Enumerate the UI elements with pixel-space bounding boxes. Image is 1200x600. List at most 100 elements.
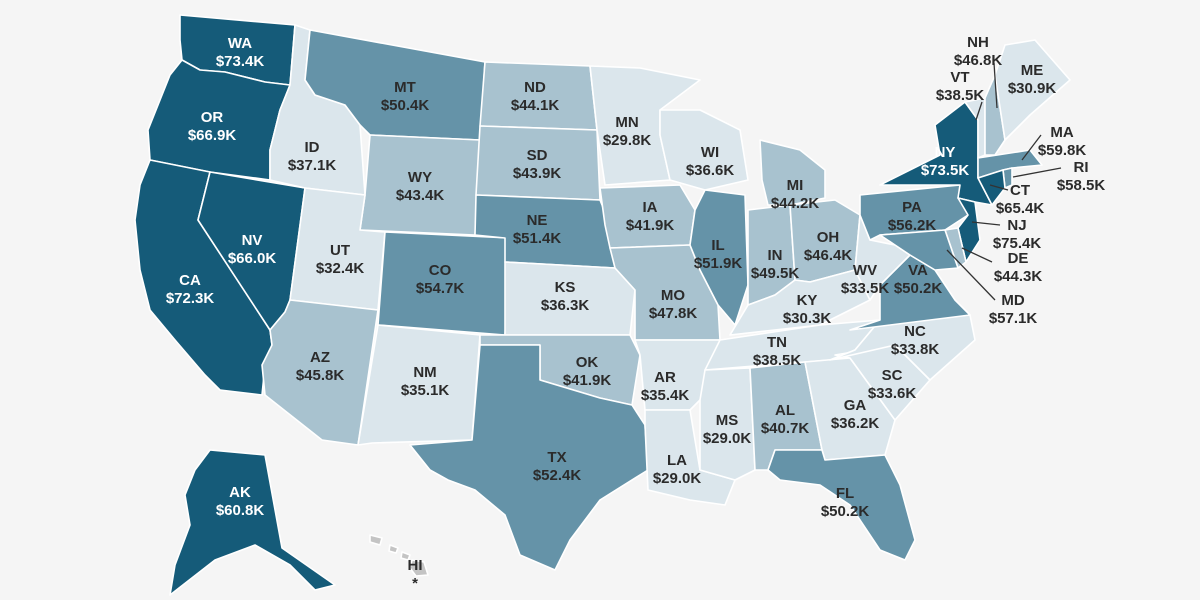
state-label-me: ME $30.9K xyxy=(1008,62,1057,97)
state-value: $41.9K xyxy=(626,217,675,234)
state-abbr: NE xyxy=(527,212,548,229)
state-label-al: AL $40.7K xyxy=(761,402,810,437)
state-label-ak: AK $60.8K xyxy=(216,484,265,519)
state-value: $50.2K xyxy=(821,503,870,520)
state-label-vt: VT $38.5K xyxy=(936,69,985,104)
leader-line-ct xyxy=(989,184,1009,191)
state-value: $33.6K xyxy=(868,385,917,402)
state-hi xyxy=(369,534,429,577)
state-label-la: LA $29.0K xyxy=(653,452,702,487)
state-label-mn: MN $29.8K xyxy=(603,114,652,149)
state-abbr: GA xyxy=(844,397,867,414)
state-abbr: VT xyxy=(950,69,969,86)
state-nd xyxy=(479,61,598,131)
state-ak xyxy=(169,449,336,596)
state-value: $58.5K xyxy=(1057,177,1106,194)
state-labels: WA $73.4K OR $66.9K CA $72.3K NV $66.0K ID $37.1K… xyxy=(166,34,1106,592)
state-label-ny: NY $73.5K xyxy=(921,144,970,179)
state-value: $59.8K xyxy=(1038,142,1087,159)
state-label-ky: KY $30.3K xyxy=(783,292,832,327)
state-il xyxy=(689,189,749,326)
state-label-wy: WY $43.4K xyxy=(396,169,445,204)
state-value: $50.2K xyxy=(894,280,943,297)
state-abbr: OK xyxy=(576,354,599,371)
state-abbr: NY xyxy=(935,144,956,161)
state-abbr: ND xyxy=(524,79,546,96)
state-abbr: NJ xyxy=(1007,217,1026,234)
state-az xyxy=(261,299,379,446)
state-value: $66.9K xyxy=(188,127,237,144)
state-value: $38.5K xyxy=(753,352,802,369)
state-value: $29.8K xyxy=(603,132,652,149)
state-value: $43.9K xyxy=(513,165,562,182)
state-value: $36.2K xyxy=(831,415,880,432)
state-value: $44.2K xyxy=(771,195,820,212)
state-label-ne: NE $51.4K xyxy=(513,212,562,247)
state-abbr: CT xyxy=(1010,182,1030,199)
state-abbr: TN xyxy=(767,334,787,351)
state-label-nj: NJ $75.4K xyxy=(993,217,1042,252)
state-label-ga: GA $36.2K xyxy=(831,397,880,432)
state-value: $41.9K xyxy=(563,372,612,389)
state-abbr: OR xyxy=(201,109,224,126)
state-abbr: TX xyxy=(547,449,566,466)
state-label-pa: PA $56.2K xyxy=(888,199,937,234)
leader-line-de xyxy=(961,247,993,263)
state-value: $66.0K xyxy=(228,250,277,267)
leader-line-md xyxy=(946,249,996,301)
state-label-mi: MI $44.2K xyxy=(771,177,820,212)
state-label-sc: SC $33.6K xyxy=(868,367,917,402)
state-value: $30.9K xyxy=(1008,80,1057,97)
state-abbr: MT xyxy=(394,79,416,96)
state-label-az: AZ $45.8K xyxy=(296,349,345,384)
state-value: * xyxy=(412,575,418,592)
state-label-md: MD $57.1K xyxy=(989,292,1038,327)
state-abbr: SD xyxy=(527,147,548,164)
state-abbr: AR xyxy=(654,369,676,386)
state-abbr: CO xyxy=(429,262,452,279)
state-me xyxy=(994,39,1071,141)
state-fl xyxy=(767,449,916,561)
state-value: $54.7K xyxy=(416,280,465,297)
state-abbr: IN xyxy=(768,247,783,264)
state-value: $47.8K xyxy=(649,305,698,322)
state-label-wv: WV $33.5K xyxy=(841,262,890,297)
state-abbr: FL xyxy=(836,485,854,502)
state-label-ia: IA $41.9K xyxy=(626,199,675,234)
state-label-ar: AR $35.4K xyxy=(641,369,690,404)
state-label-nd: ND $44.1K xyxy=(511,79,560,114)
state-label-oh: OH $46.4K xyxy=(804,229,853,264)
state-label-id: ID $37.1K xyxy=(288,139,337,174)
state-value: $45.8K xyxy=(296,367,345,384)
state-label-ms: MS $29.0K xyxy=(703,412,752,447)
state-value: $56.2K xyxy=(888,217,937,234)
state-label-il: IL $51.9K xyxy=(694,237,743,272)
state-abbr: IA xyxy=(643,199,658,216)
state-value: $46.4K xyxy=(804,247,853,264)
state-ks xyxy=(504,261,636,336)
state-value: $50.4K xyxy=(381,97,430,114)
state-label-mo: MO $47.8K xyxy=(649,287,698,322)
leader-line-vt xyxy=(975,101,983,121)
state-abbr: MA xyxy=(1050,124,1073,141)
state-abbr: HI xyxy=(408,557,423,574)
state-abbr: UT xyxy=(330,242,350,259)
state-value: $40.7K xyxy=(761,420,810,437)
state-nc xyxy=(829,314,976,381)
state-mi xyxy=(759,139,826,206)
state-value: $52.4K xyxy=(533,467,582,484)
state-nm xyxy=(357,324,481,446)
state-value: $73.5K xyxy=(921,162,970,179)
state-abbr: NV xyxy=(242,232,263,249)
state-value: $73.4K xyxy=(216,53,265,70)
state-abbr: MO xyxy=(661,287,685,304)
state-label-hi: HI * xyxy=(408,557,423,592)
state-value: $75.4K xyxy=(993,235,1042,252)
state-label-wa: WA $73.4K xyxy=(216,35,265,70)
state-label-ks: KS $36.3K xyxy=(541,279,590,314)
state-abbr: DE xyxy=(1008,250,1029,267)
state-label-ut: UT $32.4K xyxy=(316,242,365,277)
state-abbr: AL xyxy=(775,402,795,419)
state-value: $51.4K xyxy=(513,230,562,247)
